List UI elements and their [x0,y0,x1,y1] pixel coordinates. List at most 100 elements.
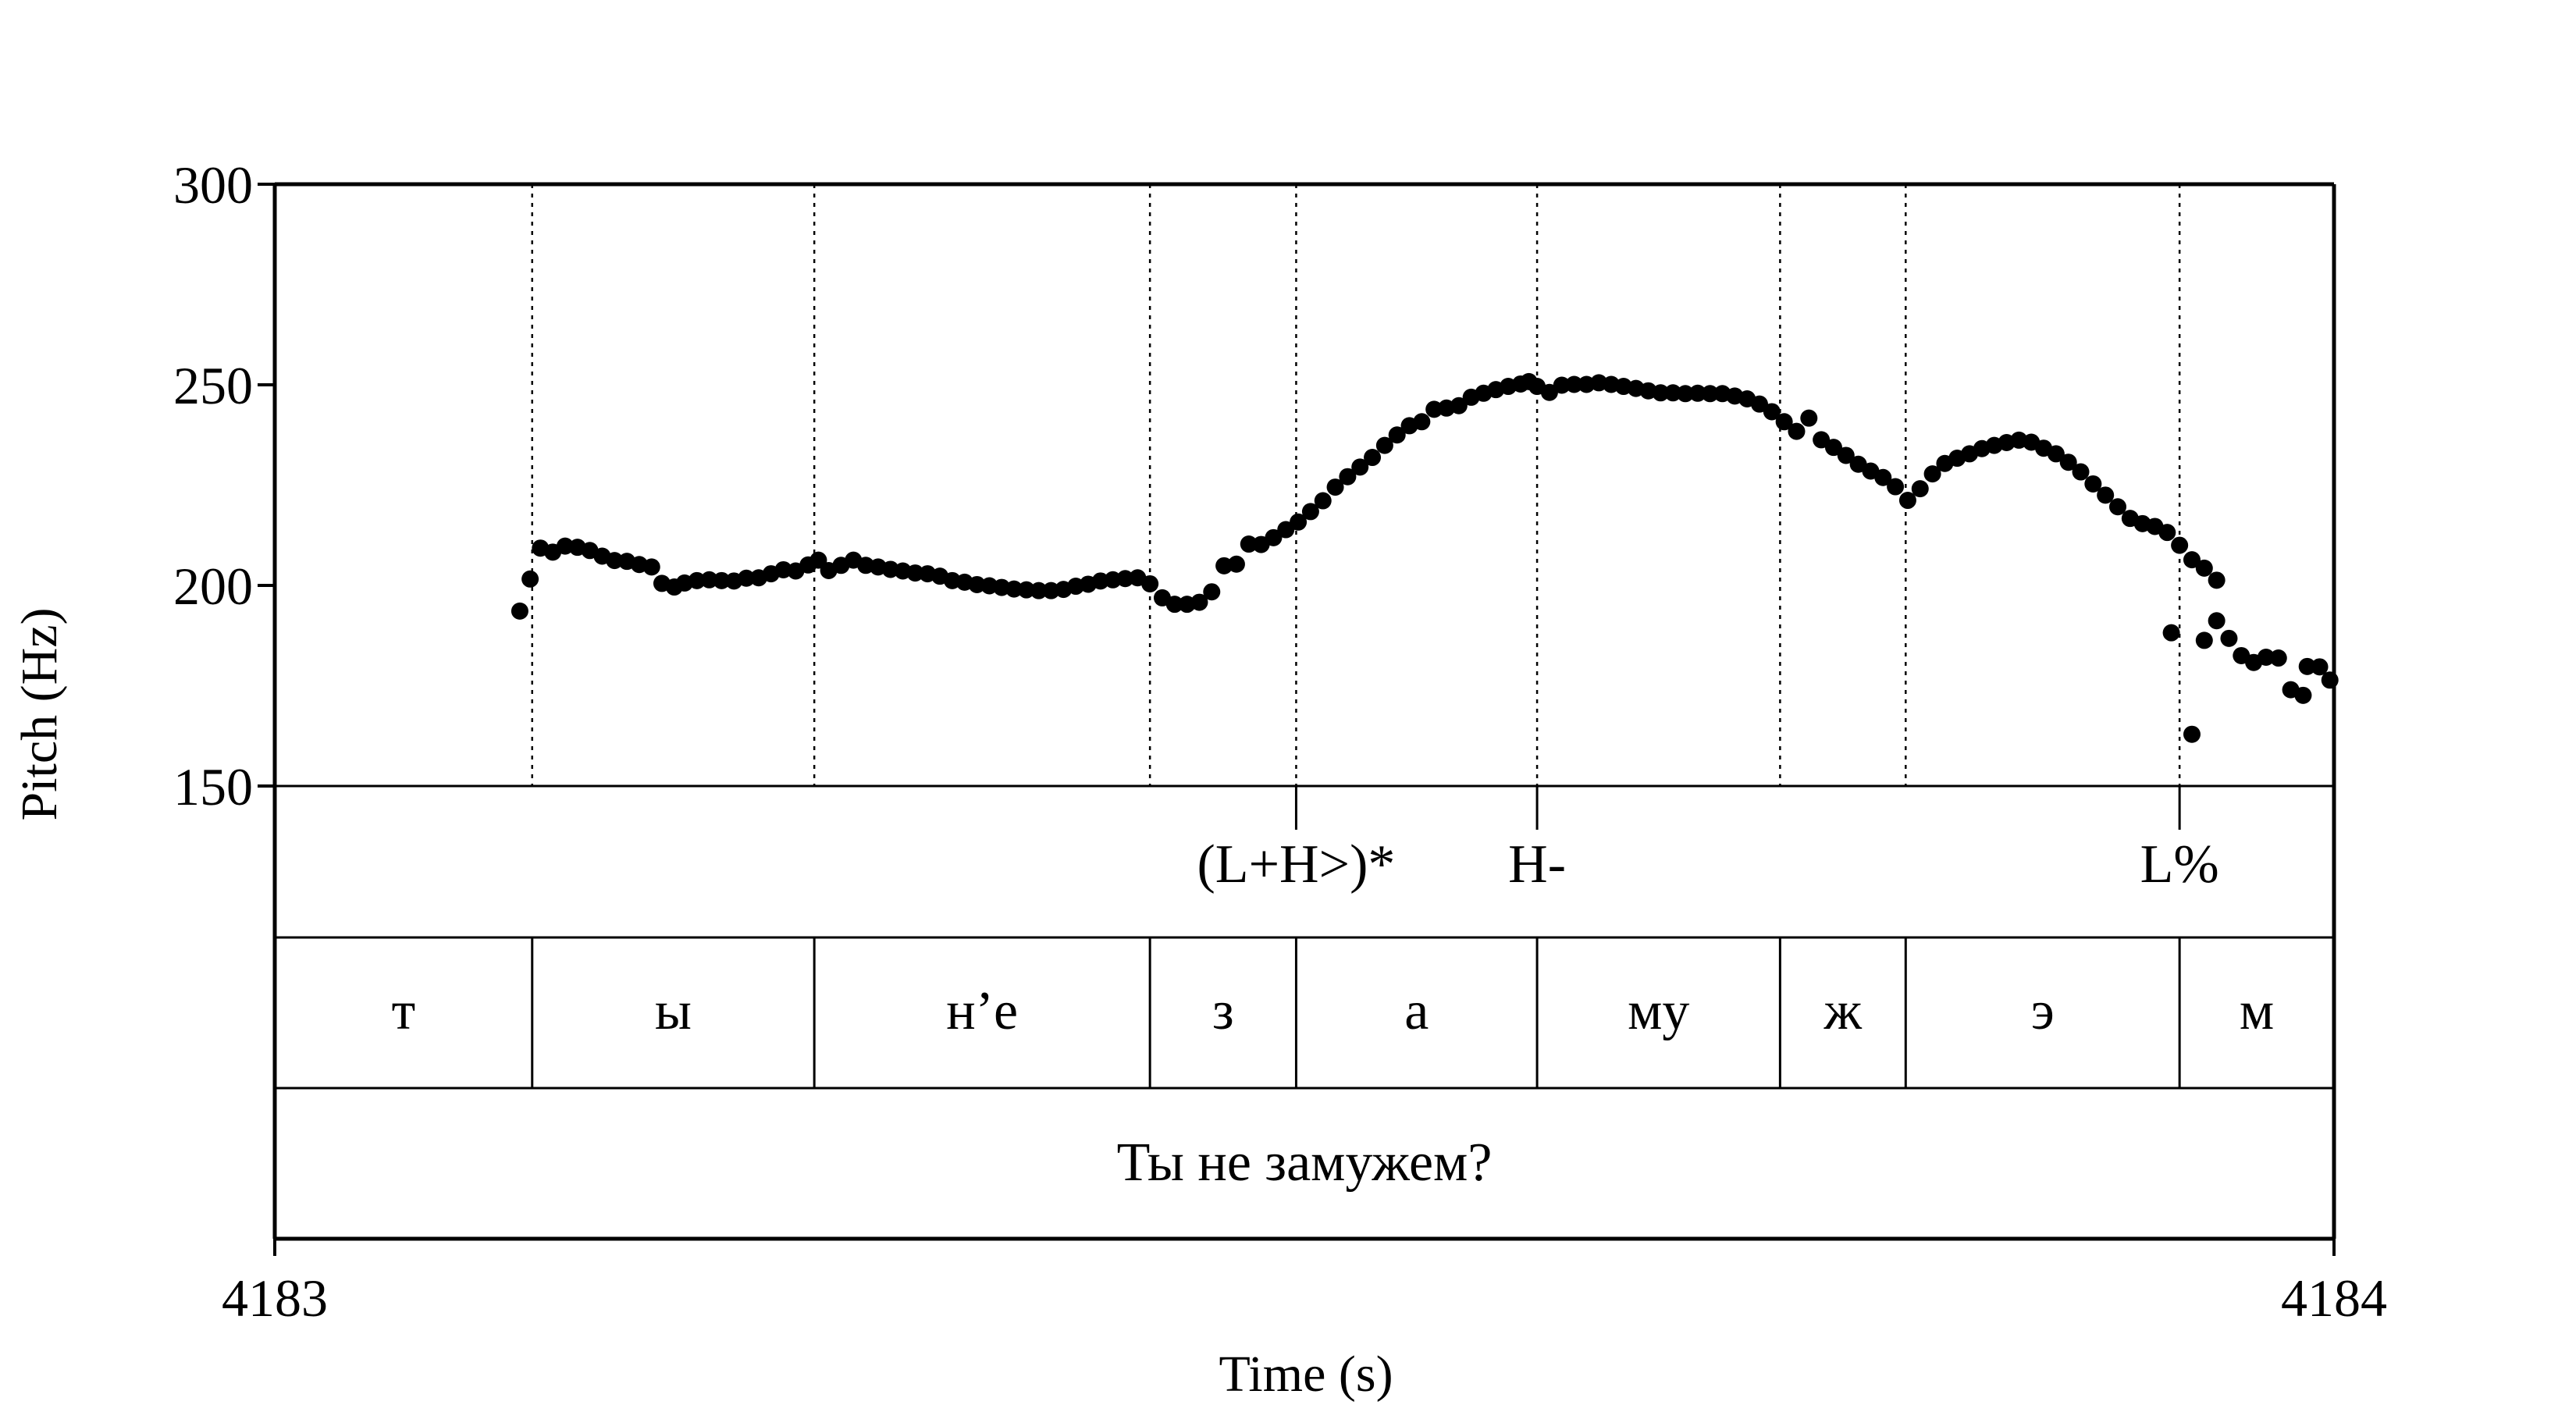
pitch-point [2109,498,2127,516]
y-tick-label: 150 [173,757,253,816]
segment-label: му [1628,981,1689,1041]
pitch-point [2195,559,2213,577]
pitch-point [1375,436,1393,454]
pitch-point [2321,671,2339,689]
pitch-point [1277,521,1295,539]
pitch-point [2220,629,2238,647]
pitch-point [1339,468,1357,486]
y-axis-label: Pitch (Hz) [11,607,68,820]
pitch-point [2183,725,2201,743]
pitch-point [688,571,706,589]
y-tick-label: 300 [173,155,253,215]
pitch-point [1091,572,1109,590]
pitch-point [1017,581,1035,599]
segment-label: ж [1823,981,1863,1041]
pitch-point [2084,475,2102,493]
pitch-point [1190,593,1208,611]
segment-label: м [2240,981,2274,1041]
pitch-point [1688,384,1706,402]
pitch-point [2072,463,2090,481]
sentence-label: Ты не замужем? [1117,1133,1493,1193]
pitch-point [1701,385,1719,403]
segment-label: н’е [946,981,1018,1041]
x-tick-label: 4183 [222,1268,328,1328]
pitch-point [1413,413,1431,431]
pitch-point [2183,551,2201,569]
y-tick-label: 200 [173,557,253,616]
pitch-point [1240,535,1258,553]
pitch-point [1450,397,1468,414]
pitch-point [906,564,924,582]
pitch-point [1141,574,1159,592]
pitch-point [2208,571,2226,589]
pitch-point [1664,384,1682,402]
pitch-point [1788,422,1806,440]
pitch-point [1553,376,1571,394]
pitch-point [1565,375,1583,393]
pitch-point [1775,413,1793,431]
pitch-point [1314,492,1332,510]
pitch-point [642,558,660,576]
pitch-point [713,571,731,589]
pitch-point [521,570,539,588]
pitch-point [511,602,528,620]
pitch-point [968,575,986,593]
pitch-point [738,569,756,587]
y-tick-label: 250 [173,356,253,415]
pitch-point [774,560,792,578]
annotation-tiers: (L+H>)* H- L% т ы н’е з а му ж э м Ты не замужем? [392,786,2274,1193]
pitch-point [2059,454,2077,471]
pitch-point [2257,649,2275,667]
pitch-point [1837,446,1855,464]
pitch-point [1364,449,1382,467]
pitch-point [2162,624,2180,642]
tone-label: (L+H>)* [1197,834,1396,895]
segment-label: ы [655,981,692,1041]
segment-label: а [1404,981,1429,1041]
pitch-point [1227,555,1245,573]
pitch-point [1425,400,1443,418]
pitch-point [1301,503,1319,521]
segment-label: т [392,981,416,1041]
pitch-point [1265,528,1283,546]
pitch-point [1923,465,1941,483]
pitch-point [2047,445,2065,463]
pitch-point [2294,686,2312,704]
pitch-point [1898,492,1916,510]
pitch-point [1763,403,1781,421]
pitch-point [1165,596,1183,614]
pitch-point [2208,612,2226,630]
chart-frame [272,182,2336,1241]
pitch-point [1652,384,1670,402]
pitch-point [556,537,574,555]
pitch-point [2158,524,2176,542]
pitch-point [1750,395,1768,413]
pitch-point [2269,649,2287,667]
pitch-point [2097,486,2115,504]
pitch-point [1351,458,1369,476]
pitch-point [606,552,624,570]
segment-label: э [2031,981,2055,1041]
tone-label: H- [1508,834,1566,895]
axes: 150 200 250 300 4183 4184 [173,155,2387,1328]
pitch-point [2298,657,2316,675]
x-axis-label: Time (s) [1219,1346,1393,1403]
pitch-point [1203,583,1221,601]
pitch-point [1042,582,1060,599]
pitch-point [1388,426,1406,444]
pitch-point [2171,536,2189,554]
pitch-point [1800,409,1818,427]
pitch-point [1326,478,1344,496]
pitch-point [1116,570,1134,588]
pitch-point [1874,468,1892,486]
pitch-point [1104,571,1122,589]
segment-label: з [1212,981,1234,1041]
pitch-point [1813,431,1831,449]
pitch-point [700,571,718,589]
pitch-point [2311,658,2329,676]
pitch-point [1290,513,1308,531]
tone-label: L% [2140,834,2219,895]
x-tick-label: 4184 [2281,1268,2387,1328]
pitch-point [2195,631,2213,649]
